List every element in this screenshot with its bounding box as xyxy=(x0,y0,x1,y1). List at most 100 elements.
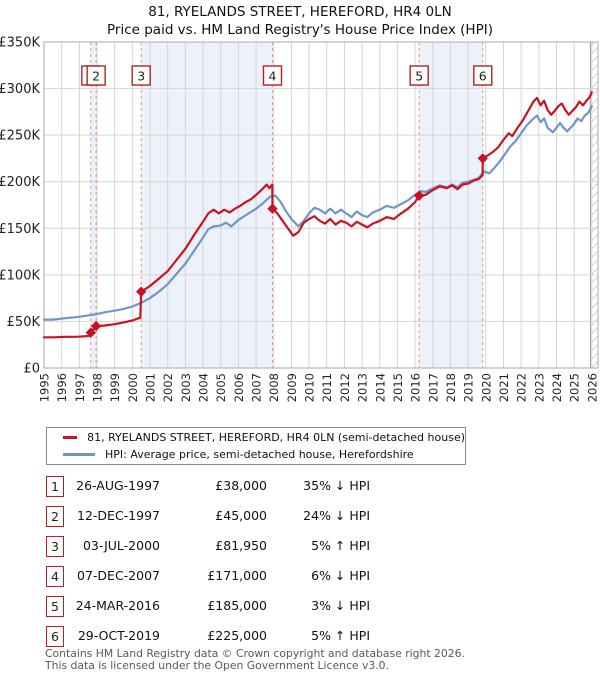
y-tick-label: £250K xyxy=(0,129,40,144)
y-tick-label: £150K xyxy=(0,222,40,237)
x-tick-label: 2016 xyxy=(409,373,423,402)
x-tick-label: 2024 xyxy=(550,373,564,402)
x-tick-label: 2008 xyxy=(267,373,281,402)
ownership-band xyxy=(419,42,483,368)
x-tick-label: 2013 xyxy=(356,373,370,402)
sale-table-row: 2 12-DEC-1997 £45,000 24% ↓ HPI xyxy=(0,506,600,528)
x-tick-label: 2006 xyxy=(232,373,246,402)
sale-price: £45,000 xyxy=(215,508,267,523)
sale-date: 29-OCT-2019 xyxy=(77,628,160,643)
x-tick-label: 2004 xyxy=(197,373,211,402)
ownership-band xyxy=(141,42,273,368)
sale-number-box-label: 6 xyxy=(479,69,487,84)
sale-hpi-delta: 6% ↓ HPI xyxy=(311,568,370,583)
x-tick-label: 2015 xyxy=(391,373,405,402)
sale-table-row: 1 26-AUG-1997 £38,000 35% ↓ HPI xyxy=(0,476,600,498)
x-tick-label: 2021 xyxy=(497,373,511,402)
sale-hpi-delta: 3% ↓ HPI xyxy=(311,598,370,613)
legend-row-hpi: HPI: Average price, semi-detached house,… xyxy=(47,448,465,463)
hpi-line xyxy=(42,105,593,321)
y-tick-label: £50K xyxy=(7,315,41,330)
sale-date: 26-AUG-1997 xyxy=(76,478,160,493)
future-band xyxy=(590,42,598,368)
price-line-swatch xyxy=(63,435,78,439)
sale-price: £171,000 xyxy=(207,568,267,583)
x-tick-label: 2007 xyxy=(250,373,264,402)
sale-number-badge: 4 xyxy=(46,566,64,587)
sale-number-badge: 1 xyxy=(46,476,64,497)
hpi-line-swatch xyxy=(63,453,95,457)
sale-number-box-label: 3 xyxy=(137,69,145,84)
sale-price: £81,950 xyxy=(215,538,267,553)
y-tick-label: £0 xyxy=(23,362,40,377)
legend-row-price: 81, RYELANDS STREET, HEREFORD, HR4 0LN (… xyxy=(47,430,465,445)
sale-number-badge: 5 xyxy=(46,596,64,617)
x-tick-label: 2011 xyxy=(320,373,334,402)
chart-title-block: 81, RYELANDS STREET, HEREFORD, HR4 0LN P… xyxy=(0,3,600,39)
sale-marker xyxy=(477,153,488,164)
sale-hpi-delta: 5% ↑ HPI xyxy=(311,628,370,643)
x-tick-label: 1999 xyxy=(108,373,122,402)
sale-number-box xyxy=(262,65,283,86)
sale-number-box xyxy=(409,65,429,86)
sale-date: 03-JUL-2000 xyxy=(82,538,160,553)
page-title: 81, RYELANDS STREET, HEREFORD, HR4 0LN xyxy=(148,4,452,20)
sale-price: £185,000 xyxy=(207,598,267,613)
x-tick-label: 2009 xyxy=(285,373,299,402)
license-footer: Contains HM Land Registry data © Crown c… xyxy=(45,648,595,671)
x-tick-label: 2023 xyxy=(532,373,546,402)
sale-marker xyxy=(413,190,425,201)
x-tick-label: 1996 xyxy=(55,373,69,402)
x-tick-label: 2022 xyxy=(515,373,529,402)
x-tick-label: 1998 xyxy=(91,373,105,402)
x-tick-label: 2012 xyxy=(338,373,352,402)
sale-number-box-label: 2 xyxy=(92,69,100,84)
sale-table-row: 4 07-DEC-2007 £171,000 6% ↓ HPI xyxy=(0,566,600,588)
sale-price: £38,000 xyxy=(215,478,267,493)
x-tick-label: 2026 xyxy=(585,373,599,402)
sale-table-row: 3 03-JUL-2000 £81,950 5% ↑ HPI xyxy=(0,536,600,558)
sale-hpi-delta: 24% ↓ HPI xyxy=(303,508,370,523)
sale-number-box-label: 5 xyxy=(415,69,423,84)
x-tick-label: 2018 xyxy=(444,373,458,402)
x-tick-label: 2010 xyxy=(303,373,317,402)
sale-marker xyxy=(90,320,102,332)
x-tick-label: 2014 xyxy=(373,373,387,402)
hpi-line-label: HPI: Average price, semi-detached house,… xyxy=(105,448,414,462)
ownership-band xyxy=(90,42,97,368)
y-tick-label: £200K xyxy=(0,175,40,190)
sale-table-row: 6 29-OCT-2019 £225,000 5% ↑ HPI xyxy=(0,626,600,648)
x-tick-label: 1995 xyxy=(38,373,52,402)
sale-number-badge: 6 xyxy=(46,626,64,647)
sale-marker xyxy=(267,203,278,214)
sale-price: £225,000 xyxy=(207,628,267,643)
sale-marker xyxy=(85,327,97,338)
sale-number-badge: 2 xyxy=(46,506,64,527)
sale-marker xyxy=(135,286,147,297)
price-line xyxy=(42,91,593,339)
sale-table-row: 5 24-MAR-2016 £185,000 3% ↓ HPI xyxy=(0,596,600,618)
plot-border xyxy=(43,41,599,369)
price-line-label: 81, RYELANDS STREET, HEREFORD, HR4 0LN (… xyxy=(87,430,465,444)
x-tick-label: 2003 xyxy=(179,373,193,402)
sale-hpi-delta: 5% ↑ HPI xyxy=(311,538,370,553)
x-tick-label: 2020 xyxy=(479,373,493,402)
sale-number-badge: 3 xyxy=(46,536,64,557)
x-tick-label: 2002 xyxy=(161,373,175,402)
x-tick-label: 2001 xyxy=(144,373,158,402)
sale-number-box-label: 4 xyxy=(269,69,277,84)
chart-legend: 81, RYELANDS STREET, HEREFORD, HR4 0LN (… xyxy=(46,427,466,465)
y-tick-label: £350K xyxy=(0,36,40,51)
x-tick-label: 2019 xyxy=(462,373,476,402)
price-history-chart: 123456£0£50K£100K£150K£200K£250K£300K£35… xyxy=(0,36,599,403)
sale-number-box xyxy=(86,65,106,86)
x-tick-label: 2017 xyxy=(426,373,440,402)
sale-date: 12-DEC-1997 xyxy=(77,508,160,523)
sale-date: 07-DEC-2007 xyxy=(77,568,160,583)
license-line-1: Contains HM Land Registry data © Crown c… xyxy=(45,647,465,660)
x-tick-label: 1997 xyxy=(73,373,87,402)
sale-number-box xyxy=(473,65,493,86)
x-tick-label: 2000 xyxy=(126,373,140,402)
sale-date: 24-MAR-2016 xyxy=(75,598,160,613)
sale-hpi-delta: 35% ↓ HPI xyxy=(303,478,370,493)
